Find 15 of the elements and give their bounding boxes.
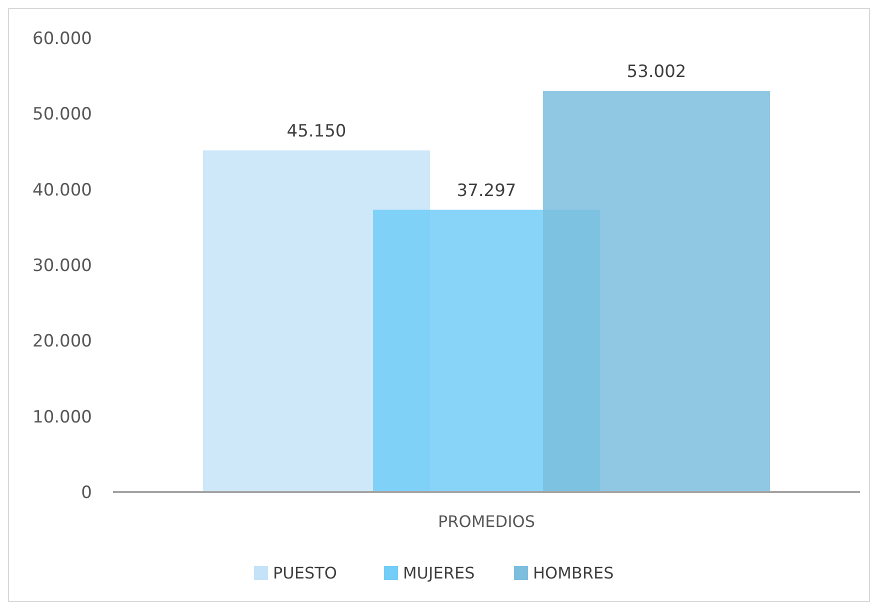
y-tick-label: 60.000 [32, 28, 92, 49]
data-label: 53.002 [626, 62, 686, 82]
y-tick-label: 0 [81, 482, 92, 503]
legend-label: MUJERES [403, 564, 475, 583]
y-tick-label: 50.000 [32, 104, 92, 125]
bar [543, 90, 770, 492]
y-tick-label: 30.000 [32, 256, 92, 276]
legend-label: HOMBRES [533, 564, 614, 583]
y-tick-label: 40.000 [32, 180, 92, 200]
y-tick-label: 20.000 [32, 332, 92, 352]
x-tick-label: PROMEDIOS [438, 512, 536, 531]
legend-label: PUESTO [273, 564, 337, 583]
y-tick-label: 10.000 [32, 407, 92, 428]
data-label: 45.150 [286, 121, 346, 142]
data-label: 37.297 [456, 180, 516, 201]
